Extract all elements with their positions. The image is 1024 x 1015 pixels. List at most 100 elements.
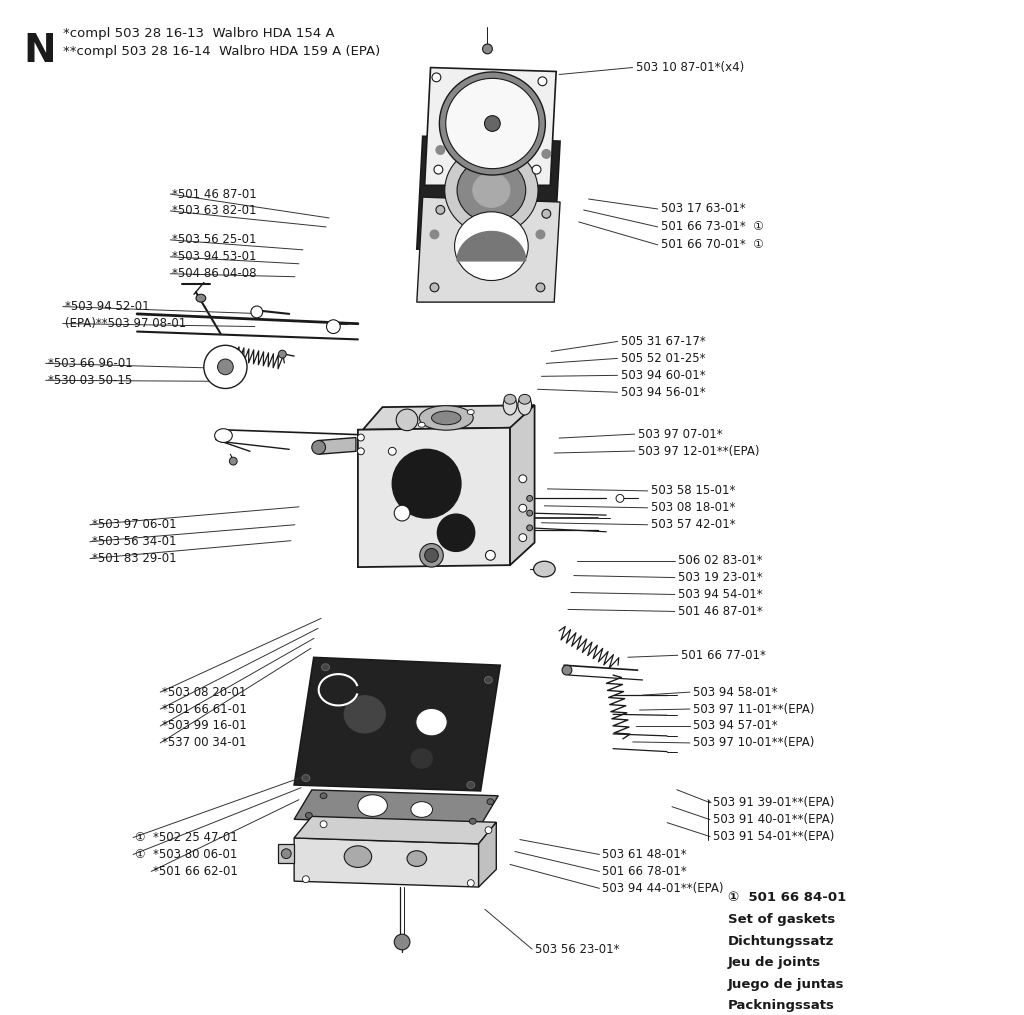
Text: **compl 503 28 16-14  Walbro HDA 159 A (EPA): **compl 503 28 16-14 Walbro HDA 159 A (E… [63, 45, 381, 58]
Text: ①  501 66 84-01: ① 501 66 84-01 [728, 891, 846, 904]
Ellipse shape [519, 504, 526, 513]
Text: 503 94 60-01*: 503 94 60-01* [621, 368, 706, 382]
Ellipse shape [526, 495, 532, 501]
Polygon shape [478, 822, 497, 887]
Text: *501 66 62-01: *501 66 62-01 [154, 865, 239, 878]
Ellipse shape [562, 665, 571, 675]
Polygon shape [294, 658, 500, 791]
Ellipse shape [526, 525, 532, 531]
Polygon shape [510, 405, 535, 565]
Ellipse shape [321, 821, 327, 827]
Text: *504 86 04-08: *504 86 04-08 [172, 267, 257, 280]
Ellipse shape [519, 534, 526, 542]
Ellipse shape [388, 448, 396, 455]
Polygon shape [294, 790, 499, 825]
Ellipse shape [526, 511, 532, 516]
Ellipse shape [196, 294, 206, 302]
Ellipse shape [430, 283, 439, 291]
Ellipse shape [305, 812, 312, 818]
Ellipse shape [434, 165, 442, 174]
Text: 503 97 07-01*: 503 97 07-01* [638, 427, 722, 441]
Ellipse shape [394, 505, 410, 521]
Text: 501 66 70-01*  ①: 501 66 70-01* ① [660, 239, 764, 252]
Text: 501 46 87-01*: 501 46 87-01* [678, 605, 763, 618]
Text: *537 00 34-01: *537 00 34-01 [162, 737, 247, 749]
Text: *501 83 29-01: *501 83 29-01 [92, 552, 176, 565]
Ellipse shape [536, 230, 545, 239]
Polygon shape [417, 136, 560, 249]
Ellipse shape [542, 209, 551, 218]
Ellipse shape [436, 205, 444, 214]
Ellipse shape [467, 782, 475, 789]
Ellipse shape [444, 146, 538, 234]
Text: *compl 503 28 16-13  Walbro HDA 154 A: *compl 503 28 16-13 Walbro HDA 154 A [63, 27, 335, 41]
Ellipse shape [430, 230, 439, 239]
Ellipse shape [536, 283, 545, 291]
Ellipse shape [503, 396, 517, 415]
Text: ①  *502 25 47-01: ① *502 25 47-01 [135, 831, 238, 844]
Ellipse shape [396, 409, 418, 430]
Text: 503 94 56-01*: 503 94 56-01* [621, 386, 706, 399]
Text: N: N [24, 32, 56, 70]
Text: *503 56 34-01: *503 56 34-01 [92, 535, 176, 548]
Text: 505 52 01-25*: 505 52 01-25* [621, 352, 706, 365]
Ellipse shape [455, 212, 528, 280]
Ellipse shape [482, 44, 493, 54]
Ellipse shape [538, 77, 547, 85]
Ellipse shape [534, 561, 555, 577]
Ellipse shape [416, 708, 447, 736]
Text: 506 02 83-01*: 506 02 83-01* [678, 554, 762, 567]
Text: 503 97 10-01**(EPA): 503 97 10-01**(EPA) [693, 737, 814, 749]
Text: 503 17 63-01*: 503 17 63-01* [660, 202, 745, 215]
Text: 505 31 67-17*: 505 31 67-17* [621, 335, 706, 348]
Ellipse shape [432, 73, 441, 82]
Ellipse shape [279, 350, 287, 358]
Text: 503 91 40-01**(EPA): 503 91 40-01**(EPA) [713, 813, 835, 826]
Text: c: c [522, 135, 527, 145]
Ellipse shape [469, 818, 476, 824]
Ellipse shape [542, 149, 551, 158]
Ellipse shape [322, 664, 330, 671]
Text: 501 66 78-01*: 501 66 78-01* [602, 865, 687, 878]
Ellipse shape [327, 320, 340, 334]
Polygon shape [279, 843, 294, 864]
Ellipse shape [357, 434, 365, 441]
Polygon shape [358, 427, 510, 567]
Polygon shape [425, 68, 556, 186]
Text: 503 97 12-01**(EPA): 503 97 12-01**(EPA) [638, 445, 759, 458]
Polygon shape [417, 197, 560, 302]
Ellipse shape [418, 422, 425, 427]
Ellipse shape [217, 359, 233, 375]
Ellipse shape [215, 428, 232, 443]
Ellipse shape [321, 793, 327, 799]
Text: 503 94 54-01*: 503 94 54-01* [678, 588, 763, 601]
Text: 503 91 39-01**(EPA): 503 91 39-01**(EPA) [713, 796, 835, 809]
Ellipse shape [439, 72, 546, 175]
Text: *530 03 50-15: *530 03 50-15 [48, 374, 132, 387]
Polygon shape [457, 231, 525, 261]
Ellipse shape [445, 78, 539, 168]
Text: 503 61 48-01*: 503 61 48-01* [602, 848, 687, 861]
Ellipse shape [616, 494, 624, 502]
Ellipse shape [311, 441, 326, 455]
Text: 503 56 23-01*: 503 56 23-01* [536, 943, 620, 955]
Text: 501 66 77-01*: 501 66 77-01* [681, 649, 766, 662]
Text: *503 08 20-01: *503 08 20-01 [162, 685, 247, 698]
Ellipse shape [420, 544, 443, 567]
Ellipse shape [504, 395, 516, 404]
Ellipse shape [467, 880, 474, 886]
Text: 501 66 73-01*  ①: 501 66 73-01* ① [660, 220, 764, 233]
Ellipse shape [425, 548, 438, 562]
Ellipse shape [419, 406, 473, 430]
Text: 503 94 57-01*: 503 94 57-01* [693, 720, 777, 733]
Text: 503 10 87-01*(x4): 503 10 87-01*(x4) [636, 61, 743, 74]
Ellipse shape [251, 307, 263, 318]
Ellipse shape [407, 851, 427, 867]
Ellipse shape [204, 345, 247, 389]
Ellipse shape [411, 749, 432, 768]
Text: *501 46 87-01: *501 46 87-01 [172, 188, 257, 201]
Ellipse shape [518, 396, 531, 415]
Polygon shape [294, 816, 497, 843]
Ellipse shape [519, 395, 530, 404]
Ellipse shape [344, 845, 372, 868]
